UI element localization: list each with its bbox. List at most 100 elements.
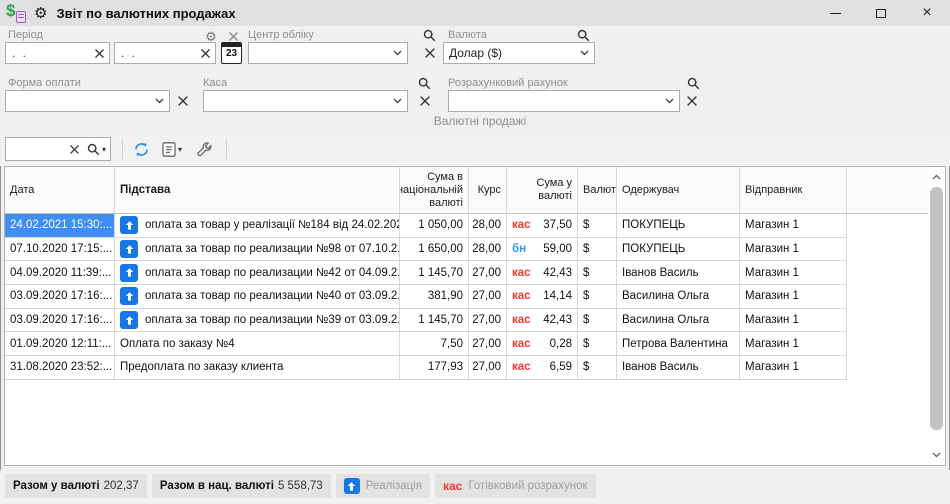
cell-sum-currency[interactable]: кас 42,43 bbox=[507, 309, 578, 333]
search-input[interactable]: ▾ bbox=[5, 137, 111, 161]
cell-currency[interactable]: $ bbox=[578, 285, 617, 309]
column-header-currency[interactable]: Валюта bbox=[578, 167, 617, 213]
scrollbar-thumb[interactable] bbox=[930, 187, 943, 430]
cell-date[interactable]: 03.09.2020 17:16:... bbox=[5, 285, 115, 309]
cell-currency[interactable]: $ bbox=[578, 332, 617, 356]
cell-rate[interactable]: 27,00 bbox=[469, 309, 507, 333]
cell-sum-currency[interactable]: кас 0,28 bbox=[507, 332, 578, 356]
column-header-date[interactable]: Дата bbox=[5, 167, 115, 213]
table-row[interactable]: 01.09.2020 12:11:... Оплата по заказу №4… bbox=[5, 332, 928, 356]
cell-receiver[interactable]: Іванов Василь bbox=[617, 356, 740, 380]
cell-date[interactable]: 31.08.2020 23:52:... bbox=[5, 356, 115, 380]
search-clear-icon[interactable] bbox=[69, 144, 80, 155]
cell-receiver[interactable]: ПОКУПЕЦЬ bbox=[617, 238, 740, 262]
cash-register-search-button[interactable] bbox=[416, 75, 432, 91]
date-from-clear-icon[interactable] bbox=[94, 48, 105, 59]
scroll-up-button[interactable] bbox=[928, 169, 945, 185]
cell-rate[interactable]: 27,00 bbox=[469, 261, 507, 285]
minimize-button[interactable] bbox=[812, 0, 858, 26]
maximize-button[interactable] bbox=[858, 0, 904, 26]
cell-basis[interactable]: Оплата по заказу №4 bbox=[115, 332, 400, 356]
cell-receiver[interactable]: Василина Ольга bbox=[617, 309, 740, 333]
cell-basis[interactable]: оплата за товар по реализации №98 от 07.… bbox=[115, 238, 400, 262]
cell-rate[interactable]: 27,00 bbox=[469, 332, 507, 356]
cell-sender[interactable]: Магазин 1 bbox=[740, 285, 847, 309]
column-header-rate[interactable]: Курс bbox=[469, 167, 507, 213]
cell-receiver[interactable]: ПОКУПЕЦЬ bbox=[617, 214, 740, 238]
table-row[interactable]: 07.10.2020 17:15:... оплата за товар по … bbox=[5, 238, 928, 262]
cell-basis[interactable]: Предоплата по заказу клиента bbox=[115, 356, 400, 380]
tools-button[interactable] bbox=[196, 138, 213, 160]
column-header-sum-national[interactable]: Сума в національній валюті bbox=[400, 167, 469, 213]
cell-basis[interactable]: оплата за товар по реализации №40 от 03.… bbox=[115, 285, 400, 309]
cell-sum-national[interactable]: 381,90 bbox=[400, 285, 469, 309]
cell-sum-national[interactable]: 177,93 bbox=[400, 356, 469, 380]
cell-receiver[interactable]: Василина Ольга bbox=[617, 285, 740, 309]
payment-form-clear-button[interactable] bbox=[175, 93, 191, 109]
cell-date[interactable]: 04.09.2020 11:39:... bbox=[5, 261, 115, 285]
table-row[interactable]: 24.02.2021 15:30:... оплата за товар у р… bbox=[5, 214, 928, 238]
cell-rate[interactable]: 28,00 bbox=[469, 238, 507, 262]
search-options-caret-icon[interactable]: ▾ bbox=[102, 145, 106, 154]
currency-search-button[interactable] bbox=[575, 27, 591, 43]
cell-sum-national[interactable]: 1 145,70 bbox=[400, 309, 469, 333]
cell-rate[interactable]: 27,00 bbox=[469, 285, 507, 309]
date-to-clear-icon[interactable] bbox=[200, 48, 211, 59]
cell-sender[interactable]: Магазин 1 bbox=[740, 332, 847, 356]
payment-form-select[interactable] bbox=[5, 90, 170, 112]
cell-basis[interactable]: оплата за товар у реалізації №184 від 24… bbox=[115, 214, 400, 238]
cell-date[interactable]: 01.09.2020 12:11:... bbox=[5, 332, 115, 356]
column-header-basis[interactable]: Підстава bbox=[115, 167, 400, 213]
cell-basis[interactable]: оплата за товар по реализации №42 от 04.… bbox=[115, 261, 400, 285]
cell-basis[interactable]: оплата за товар по реализации №39 от 03.… bbox=[115, 309, 400, 333]
cell-receiver[interactable]: Петрова Валентина bbox=[617, 332, 740, 356]
date-from-input[interactable]: . . bbox=[5, 42, 110, 64]
tab-currency-sales[interactable]: Валютні продажі bbox=[430, 114, 530, 128]
cell-sender[interactable]: Магазин 1 bbox=[740, 356, 847, 380]
cell-sum-currency[interactable]: кас 14,14 bbox=[507, 285, 578, 309]
settlement-account-clear-button[interactable] bbox=[684, 93, 700, 109]
cell-sum-national[interactable]: 1 050,00 bbox=[400, 214, 469, 238]
table-row[interactable]: 04.09.2020 11:39:... оплата за товар по … bbox=[5, 261, 928, 285]
currency-select[interactable]: Долар ($) bbox=[443, 42, 595, 64]
search-icon[interactable] bbox=[87, 143, 100, 156]
cell-sender[interactable]: Магазин 1 bbox=[740, 238, 847, 262]
column-header-sum-currency[interactable]: Сума у валюті bbox=[507, 167, 578, 213]
cell-sum-national[interactable]: 1 650,00 bbox=[400, 238, 469, 262]
cell-sender[interactable]: Магазин 1 bbox=[740, 309, 847, 333]
table-row[interactable]: 03.09.2020 17:16:... оплата за товар по … bbox=[5, 285, 928, 309]
cell-sum-currency[interactable]: кас 6,59 bbox=[507, 356, 578, 380]
cell-currency[interactable]: $ bbox=[578, 238, 617, 262]
cell-receiver[interactable]: Іванов Василь bbox=[617, 261, 740, 285]
date-to-input[interactable]: . . bbox=[114, 42, 216, 64]
cell-sum-currency[interactable]: кас 37,50 bbox=[507, 214, 578, 238]
cell-sum-national[interactable]: 7,50 bbox=[400, 332, 469, 356]
cell-currency[interactable]: $ bbox=[578, 214, 617, 238]
column-header-receiver[interactable]: Одержувач bbox=[617, 167, 740, 213]
accounting-center-search-button[interactable] bbox=[421, 27, 437, 43]
cell-sender[interactable]: Магазин 1 bbox=[740, 261, 847, 285]
cell-currency[interactable]: $ bbox=[578, 356, 617, 380]
cell-date[interactable]: 24.02.2021 15:30:... bbox=[5, 214, 115, 238]
cell-date[interactable]: 03.09.2020 17:16:... bbox=[5, 309, 115, 333]
cell-rate[interactable]: 28,00 bbox=[469, 214, 507, 238]
cell-date[interactable]: 07.10.2020 17:15:... bbox=[5, 238, 115, 262]
table-row[interactable]: 03.09.2020 17:16:... оплата за товар по … bbox=[5, 309, 928, 333]
cash-register-clear-button[interactable] bbox=[417, 93, 433, 109]
settlement-account-search-button[interactable] bbox=[685, 75, 701, 91]
cell-currency[interactable]: $ bbox=[578, 309, 617, 333]
accounting-center-clear-button[interactable] bbox=[422, 45, 438, 61]
cell-sender[interactable]: Магазин 1 bbox=[740, 214, 847, 238]
vertical-scrollbar[interactable] bbox=[928, 167, 945, 465]
cash-register-select[interactable] bbox=[203, 90, 408, 112]
scroll-down-button[interactable] bbox=[928, 447, 945, 463]
table-row[interactable]: 31.08.2020 23:52:... Предоплата по заказ… bbox=[5, 356, 928, 380]
cell-sum-national[interactable]: 1 145,70 bbox=[400, 261, 469, 285]
column-header-sender[interactable]: Відправник bbox=[740, 167, 847, 213]
report-menu-button[interactable]: ▾ bbox=[162, 138, 182, 160]
refresh-button[interactable] bbox=[133, 138, 150, 160]
calendar-button[interactable]: 23 bbox=[221, 42, 242, 64]
settlement-account-select[interactable] bbox=[448, 90, 680, 112]
cell-rate[interactable]: 27,00 bbox=[469, 356, 507, 380]
accounting-center-select[interactable] bbox=[248, 42, 408, 64]
